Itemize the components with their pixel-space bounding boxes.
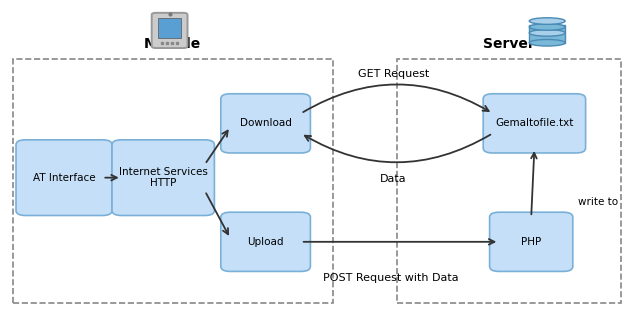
- Text: AT Interface: AT Interface: [33, 173, 95, 183]
- FancyBboxPatch shape: [490, 212, 573, 271]
- Text: POST Request with Data: POST Request with Data: [323, 273, 458, 283]
- Text: Server: Server: [483, 37, 534, 51]
- Ellipse shape: [529, 18, 565, 24]
- Text: Internet Services
HTTP: Internet Services HTTP: [119, 167, 207, 189]
- FancyBboxPatch shape: [221, 94, 310, 153]
- FancyBboxPatch shape: [16, 140, 112, 215]
- Text: Upload: Upload: [247, 237, 284, 247]
- FancyBboxPatch shape: [112, 140, 214, 215]
- FancyBboxPatch shape: [152, 13, 188, 48]
- Text: GET Request: GET Request: [358, 69, 429, 79]
- FancyBboxPatch shape: [158, 18, 181, 38]
- Text: Download: Download: [239, 118, 292, 128]
- Ellipse shape: [529, 30, 565, 36]
- Text: Gemaltofile.txt: Gemaltofile.txt: [495, 118, 573, 128]
- Ellipse shape: [529, 39, 565, 46]
- Text: Module: Module: [144, 37, 202, 51]
- Text: write to: write to: [579, 197, 618, 207]
- Ellipse shape: [529, 24, 565, 30]
- FancyBboxPatch shape: [483, 94, 586, 153]
- FancyBboxPatch shape: [221, 212, 310, 271]
- Text: Data: Data: [380, 174, 407, 184]
- Bar: [529, 25, 565, 43]
- Text: PHP: PHP: [521, 237, 541, 247]
